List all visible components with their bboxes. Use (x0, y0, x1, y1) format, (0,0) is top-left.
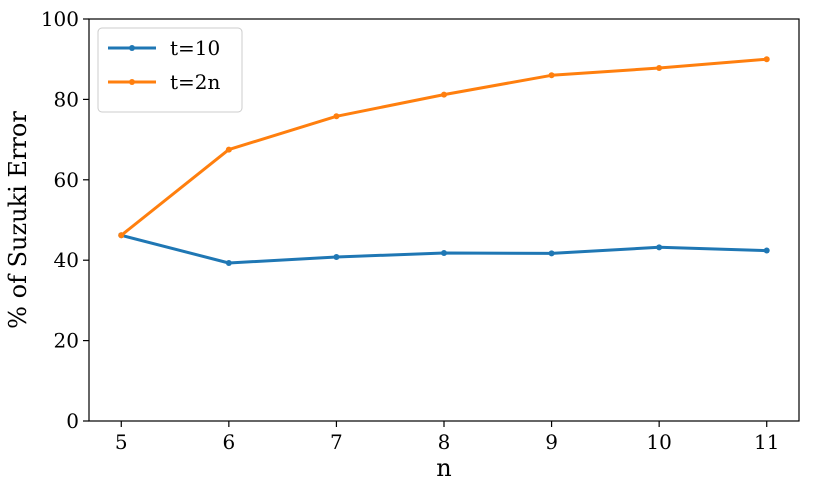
data-point (225, 146, 232, 153)
x-axis-title: n (436, 454, 451, 481)
legend-label: t=10 (170, 36, 220, 60)
y-axis: 0 20 40 60 80 100 (41, 7, 89, 433)
y-tick-label: 20 (54, 329, 79, 353)
y-tick-label: 0 (66, 409, 79, 433)
legend-label: t=2n (170, 70, 221, 94)
x-axis: 5 6 7 8 9 10 11 (115, 421, 779, 454)
x-tick-label: 10 (646, 430, 671, 454)
y-tick-label: 40 (54, 248, 79, 272)
y-axis-title: % of Suzuki Error (4, 111, 32, 329)
y-tick-label: 100 (41, 7, 79, 31)
x-tick-label: 7 (330, 430, 343, 454)
legend-item: t=10 (108, 36, 220, 60)
x-tick-label: 8 (438, 430, 451, 454)
y-tick-label: 60 (54, 168, 79, 192)
data-point (548, 250, 555, 257)
x-tick-label: 11 (754, 430, 779, 454)
data-point (763, 247, 770, 254)
x-tick-label: 5 (115, 430, 128, 454)
series-line (119, 233, 769, 265)
data-point (441, 249, 447, 256)
data-point (548, 72, 555, 79)
data-point (656, 65, 663, 72)
data-point (656, 244, 663, 251)
data-point (441, 91, 447, 98)
legend-item: t=2n (108, 70, 221, 94)
data-point (225, 260, 232, 267)
x-tick-label: 6 (222, 430, 235, 454)
series-layer (118, 56, 770, 267)
data-point (118, 232, 125, 239)
x-tick-label: 9 (545, 430, 558, 454)
data-point (333, 113, 340, 120)
data-point (333, 253, 340, 260)
legend-marker (129, 45, 135, 51)
series-2 (118, 56, 770, 239)
y-tick-label: 80 (54, 87, 79, 111)
series-1 (118, 232, 770, 267)
legend: t=10 t=2n (97, 27, 243, 113)
data-point (763, 56, 770, 63)
legend-marker (129, 79, 135, 85)
